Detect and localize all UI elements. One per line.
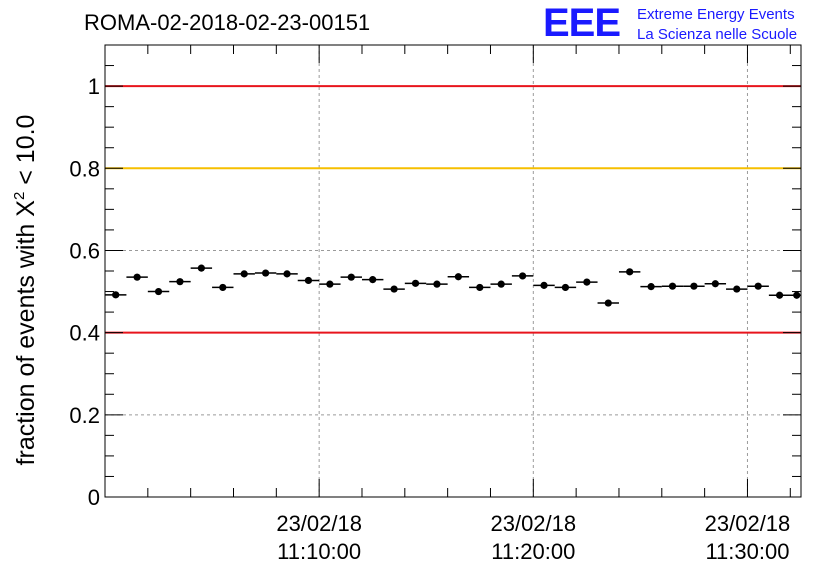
marker-24 bbox=[626, 268, 634, 276]
data-point-17 bbox=[469, 283, 491, 292]
marker-16 bbox=[454, 273, 462, 281]
marker-17 bbox=[476, 283, 484, 292]
grid-layer bbox=[105, 45, 801, 497]
data-point-30 bbox=[747, 282, 769, 290]
marker-18 bbox=[497, 280, 505, 288]
y-axis-label: fraction of events with Χ2 < 10.0 bbox=[11, 115, 40, 466]
data-point-13 bbox=[383, 285, 405, 293]
marker-6 bbox=[240, 270, 248, 278]
data-point-21 bbox=[554, 283, 577, 292]
marker-8 bbox=[283, 270, 291, 278]
data-point-28 bbox=[704, 280, 727, 288]
data-point-7 bbox=[254, 269, 277, 277]
y-tick-label-0: 0 bbox=[88, 485, 100, 510]
chart-title: ROMA-02-2018-02-23-00151 bbox=[84, 10, 371, 35]
y-tick-label-1: 0.2 bbox=[69, 403, 100, 428]
data-point-12 bbox=[361, 276, 384, 284]
marker-5 bbox=[219, 283, 227, 292]
x-tick-label-time-2: 11:30:00 bbox=[705, 539, 789, 564]
reference-lines bbox=[105, 85, 801, 334]
marker-31 bbox=[775, 291, 784, 299]
y-tick-label-4: 0.8 bbox=[69, 156, 100, 181]
data-point-9 bbox=[297, 276, 320, 285]
marker-7 bbox=[262, 269, 270, 277]
data-point-26 bbox=[661, 282, 684, 290]
data-point-18 bbox=[490, 280, 512, 288]
marker-23 bbox=[604, 299, 612, 307]
marker-20 bbox=[540, 281, 548, 289]
y-tick-label-3: 0.6 bbox=[69, 238, 100, 263]
data-point-4 bbox=[190, 264, 213, 272]
y-axis-label-sup: 2 bbox=[11, 192, 28, 200]
marker-2 bbox=[154, 287, 163, 296]
marker-29 bbox=[733, 285, 741, 293]
data-point-16 bbox=[447, 273, 470, 281]
data-point-0 bbox=[105, 291, 127, 299]
marker-15 bbox=[433, 280, 441, 288]
data-point-15 bbox=[426, 280, 448, 288]
y-axis-label-main: fraction of events with Χ bbox=[12, 200, 40, 466]
data-point-2 bbox=[147, 287, 170, 296]
axis-layer: 0 0.2 0.4 0.6 0.8 1 23/02/18 11:10:00 23/02/18 11… bbox=[69, 44, 802, 564]
data-point-11 bbox=[340, 273, 362, 281]
y-tick-label-2: 0.4 bbox=[69, 321, 100, 346]
marker-4 bbox=[197, 264, 205, 272]
points-layer bbox=[105, 264, 801, 307]
data-point-29 bbox=[726, 285, 748, 293]
marker-26 bbox=[668, 282, 677, 290]
data-point-24 bbox=[618, 268, 641, 276]
x-tick-label-date-0: 23/02/18 bbox=[276, 511, 362, 536]
eee-logo: EEE Extreme Energy Events La Scienza nel… bbox=[543, 1, 833, 45]
x-tick-label-time-0: 11:10:00 bbox=[277, 539, 361, 564]
marker-32 bbox=[793, 291, 801, 299]
marker-14 bbox=[411, 279, 420, 287]
marker-10 bbox=[326, 280, 334, 288]
data-point-22 bbox=[576, 278, 598, 286]
svg-text:fraction of events with Χ2 < 1: fraction of events with Χ2 < 10.0 bbox=[11, 115, 40, 466]
logo-line2: La Scienza nelle Scuole bbox=[637, 26, 798, 43]
data-point-23 bbox=[597, 299, 619, 307]
marker-19 bbox=[519, 272, 527, 280]
data-point-10 bbox=[319, 280, 341, 288]
marker-28 bbox=[711, 280, 719, 288]
data-point-3 bbox=[169, 278, 191, 286]
data-point-6 bbox=[233, 270, 255, 278]
x-tick-label-date-2: 23/02/18 bbox=[705, 511, 791, 536]
plot-frame bbox=[104, 44, 802, 498]
marker-30 bbox=[754, 282, 762, 290]
data-point-14 bbox=[404, 279, 427, 287]
x-tick-label-date-1: 23/02/18 bbox=[490, 511, 576, 536]
logo-line1: Extreme Energy Events bbox=[637, 6, 795, 23]
data-point-27 bbox=[683, 282, 705, 290]
marker-11 bbox=[347, 273, 355, 281]
marker-25 bbox=[647, 283, 655, 291]
y-tick-label-5: 1 bbox=[88, 74, 100, 99]
y-axis-label-tail: < 10.0 bbox=[12, 115, 40, 192]
data-point-8 bbox=[276, 270, 298, 278]
marker-9 bbox=[304, 276, 313, 285]
marker-21 bbox=[561, 283, 570, 292]
data-point-32 bbox=[786, 291, 801, 299]
data-point-5 bbox=[212, 283, 234, 292]
data-point-1 bbox=[126, 273, 148, 281]
marker-27 bbox=[690, 282, 698, 290]
marker-1 bbox=[133, 273, 141, 281]
x-tick-label-time-1: 11:20:00 bbox=[491, 539, 575, 564]
data-point-20 bbox=[533, 281, 555, 289]
logo-letters: EEE bbox=[543, 1, 621, 45]
marker-0 bbox=[112, 291, 120, 299]
marker-13 bbox=[390, 285, 398, 293]
data-point-19 bbox=[511, 272, 534, 280]
marker-3 bbox=[176, 278, 184, 286]
marker-22 bbox=[583, 278, 591, 286]
data-point-25 bbox=[640, 283, 662, 291]
marker-12 bbox=[369, 276, 377, 284]
